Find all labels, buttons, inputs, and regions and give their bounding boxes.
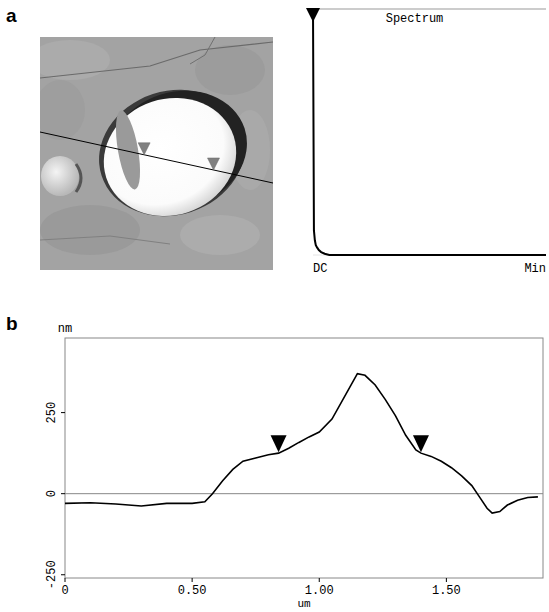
afm-image bbox=[40, 37, 273, 270]
y-tick bbox=[61, 493, 65, 494]
x-tick-label: 0 bbox=[61, 584, 68, 598]
y-tick bbox=[61, 412, 65, 413]
blob-shadow bbox=[82, 71, 261, 235]
crack bbox=[40, 42, 273, 78]
texture bbox=[195, 45, 265, 95]
crack bbox=[190, 37, 215, 64]
blob bbox=[88, 81, 251, 233]
x-tick-label: 0.50 bbox=[178, 584, 207, 598]
spectrum-top-line bbox=[313, 9, 546, 10]
bump bbox=[41, 156, 79, 196]
blob-edge bbox=[111, 109, 145, 191]
x-axis-title: um bbox=[297, 598, 311, 610]
texture bbox=[40, 80, 85, 140]
reference-line bbox=[65, 493, 543, 494]
x-tick bbox=[446, 578, 447, 582]
y-tick bbox=[61, 574, 65, 575]
x-tick bbox=[192, 578, 193, 582]
profile-line bbox=[40, 132, 273, 183]
profile-cursor bbox=[413, 435, 429, 452]
plot-frame bbox=[65, 338, 543, 578]
spectrum-cursor bbox=[306, 8, 320, 22]
spectrum-tick-label: DC bbox=[313, 262, 327, 276]
figure: aSpectrumDCMinbnm-250025000.501.001.50um bbox=[0, 0, 549, 612]
spectrum-line bbox=[313, 9, 546, 255]
profile-plot bbox=[65, 374, 538, 513]
y-axis-title: nm bbox=[58, 322, 72, 336]
spectrum-plot bbox=[313, 9, 546, 255]
spectrum-tick-label: Min bbox=[524, 262, 546, 276]
panel-label: a bbox=[6, 5, 17, 26]
texture bbox=[180, 215, 260, 255]
x-tick-label: 1.00 bbox=[305, 584, 334, 598]
profile-cursor bbox=[271, 435, 287, 452]
y-tick-label: 0 bbox=[45, 490, 59, 497]
image-cursor bbox=[208, 158, 220, 170]
x-tick-label: 1.50 bbox=[432, 584, 461, 598]
bump-shadow bbox=[76, 164, 81, 192]
profile-curve bbox=[65, 374, 538, 513]
y-tick-label: 250 bbox=[45, 402, 59, 424]
y-tick-label: -250 bbox=[45, 560, 59, 589]
image-cursor bbox=[138, 143, 150, 155]
crack bbox=[40, 236, 170, 244]
spectrum-title: Spectrum bbox=[386, 12, 444, 26]
texture bbox=[40, 205, 140, 255]
panel-label: b bbox=[6, 313, 18, 334]
x-tick bbox=[319, 578, 320, 582]
x-tick bbox=[65, 578, 66, 582]
